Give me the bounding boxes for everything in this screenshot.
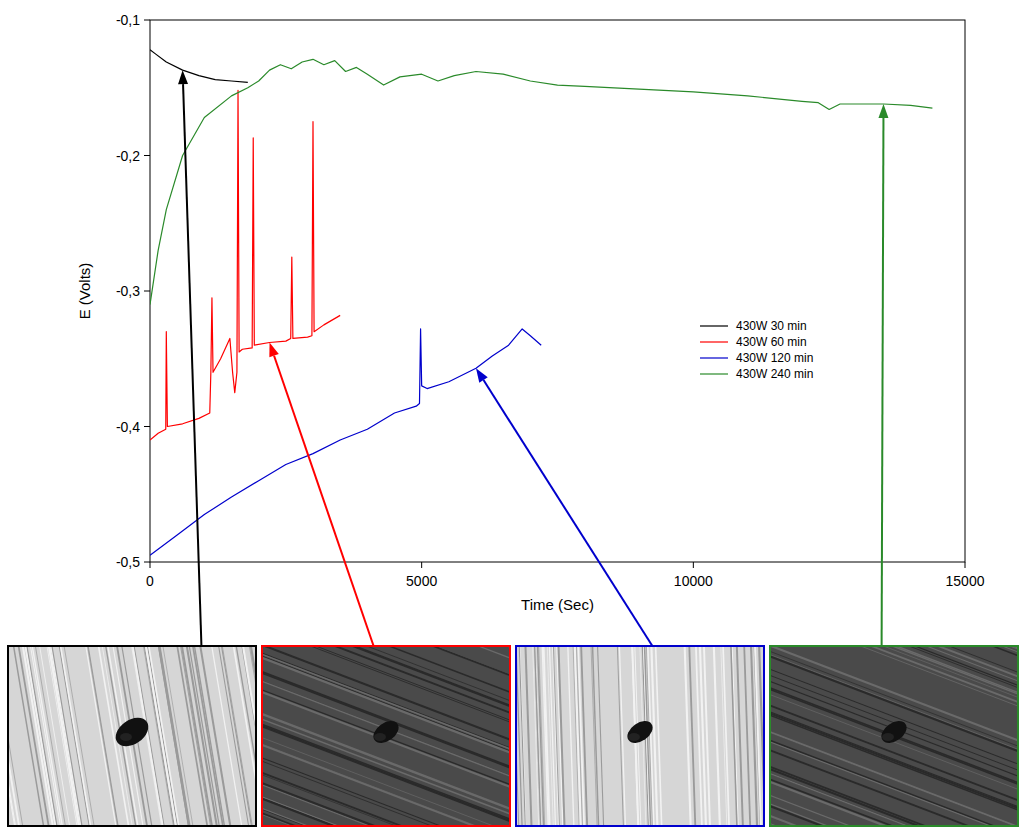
arrow-head bbox=[178, 70, 188, 84]
legend-label: 430W 60 min bbox=[736, 335, 807, 349]
arrow bbox=[882, 118, 884, 646]
y-tick-label: -0,3 bbox=[116, 283, 140, 299]
micrograph bbox=[489, 646, 791, 826]
legend-label: 430W 120 min bbox=[736, 351, 813, 365]
x-tick bbox=[693, 562, 694, 568]
series-line bbox=[150, 50, 248, 83]
legend-swatch bbox=[700, 357, 728, 358]
x-tick bbox=[421, 562, 422, 568]
x-tick bbox=[965, 562, 966, 568]
chart: 0 5000 10000 15000 -0,5 -0,4 -0,3 -0,2 -0,1 Time … bbox=[0, 0, 1023, 833]
pit bbox=[882, 733, 894, 741]
micrograph-ground bbox=[516, 646, 764, 826]
micrograph-border bbox=[516, 646, 764, 826]
x-tick-label: 5000 bbox=[406, 573, 437, 589]
pit bbox=[628, 733, 640, 741]
plot-frame bbox=[150, 20, 965, 562]
y-axis-title: E (Volts) bbox=[76, 263, 93, 320]
series-line bbox=[150, 59, 932, 304]
x-tick-label: 10000 bbox=[674, 573, 713, 589]
micrograph-border bbox=[770, 646, 1018, 826]
arrow bbox=[274, 356, 374, 646]
y-tick-label: -0,2 bbox=[116, 148, 140, 164]
micrograph-border bbox=[8, 646, 256, 826]
x-tick bbox=[150, 562, 151, 568]
x-tick-label: 0 bbox=[146, 573, 154, 589]
arrow-head bbox=[878, 104, 888, 118]
micrograph bbox=[750, 537, 1023, 833]
arrow-head bbox=[476, 368, 488, 382]
pit bbox=[877, 717, 910, 748]
arrow bbox=[183, 84, 201, 646]
arrow bbox=[484, 380, 653, 646]
y-tick bbox=[144, 426, 150, 427]
y-tick bbox=[144, 562, 150, 563]
legend-swatch bbox=[700, 373, 728, 374]
y-tick-label: -0,1 bbox=[116, 12, 140, 28]
legend-swatch bbox=[700, 325, 728, 326]
pit bbox=[374, 733, 386, 741]
micrograph-ground bbox=[8, 646, 256, 826]
micrograph-border bbox=[262, 646, 510, 826]
pit bbox=[120, 733, 132, 741]
y-tick bbox=[144, 155, 150, 156]
series-line bbox=[150, 329, 541, 555]
x-tick-label: 15000 bbox=[946, 573, 985, 589]
series-line bbox=[150, 90, 340, 440]
x-axis: 0 5000 10000 15000 bbox=[146, 562, 985, 589]
y-tick-label: -0,4 bbox=[116, 419, 140, 435]
legend-label: 430W 240 min bbox=[736, 367, 813, 381]
legend-label: 430W 30 min bbox=[736, 319, 807, 333]
x-axis-title: Time (Sec) bbox=[521, 596, 594, 613]
y-tick bbox=[144, 20, 150, 21]
y-tick-label: -0,5 bbox=[116, 554, 140, 570]
legend: 430W 30 min 430W 60 min 430W 120 min 430W 2… bbox=[700, 319, 813, 381]
pit bbox=[110, 712, 153, 752]
pit bbox=[623, 717, 656, 748]
y-tick bbox=[144, 291, 150, 292]
micrograph bbox=[242, 527, 530, 833]
pit bbox=[369, 717, 402, 748]
legend-swatch bbox=[700, 341, 728, 342]
series-lines bbox=[150, 50, 932, 555]
y-axis: -0,5 -0,4 -0,3 -0,2 -0,1 bbox=[116, 12, 150, 570]
arrow-head bbox=[269, 342, 278, 357]
